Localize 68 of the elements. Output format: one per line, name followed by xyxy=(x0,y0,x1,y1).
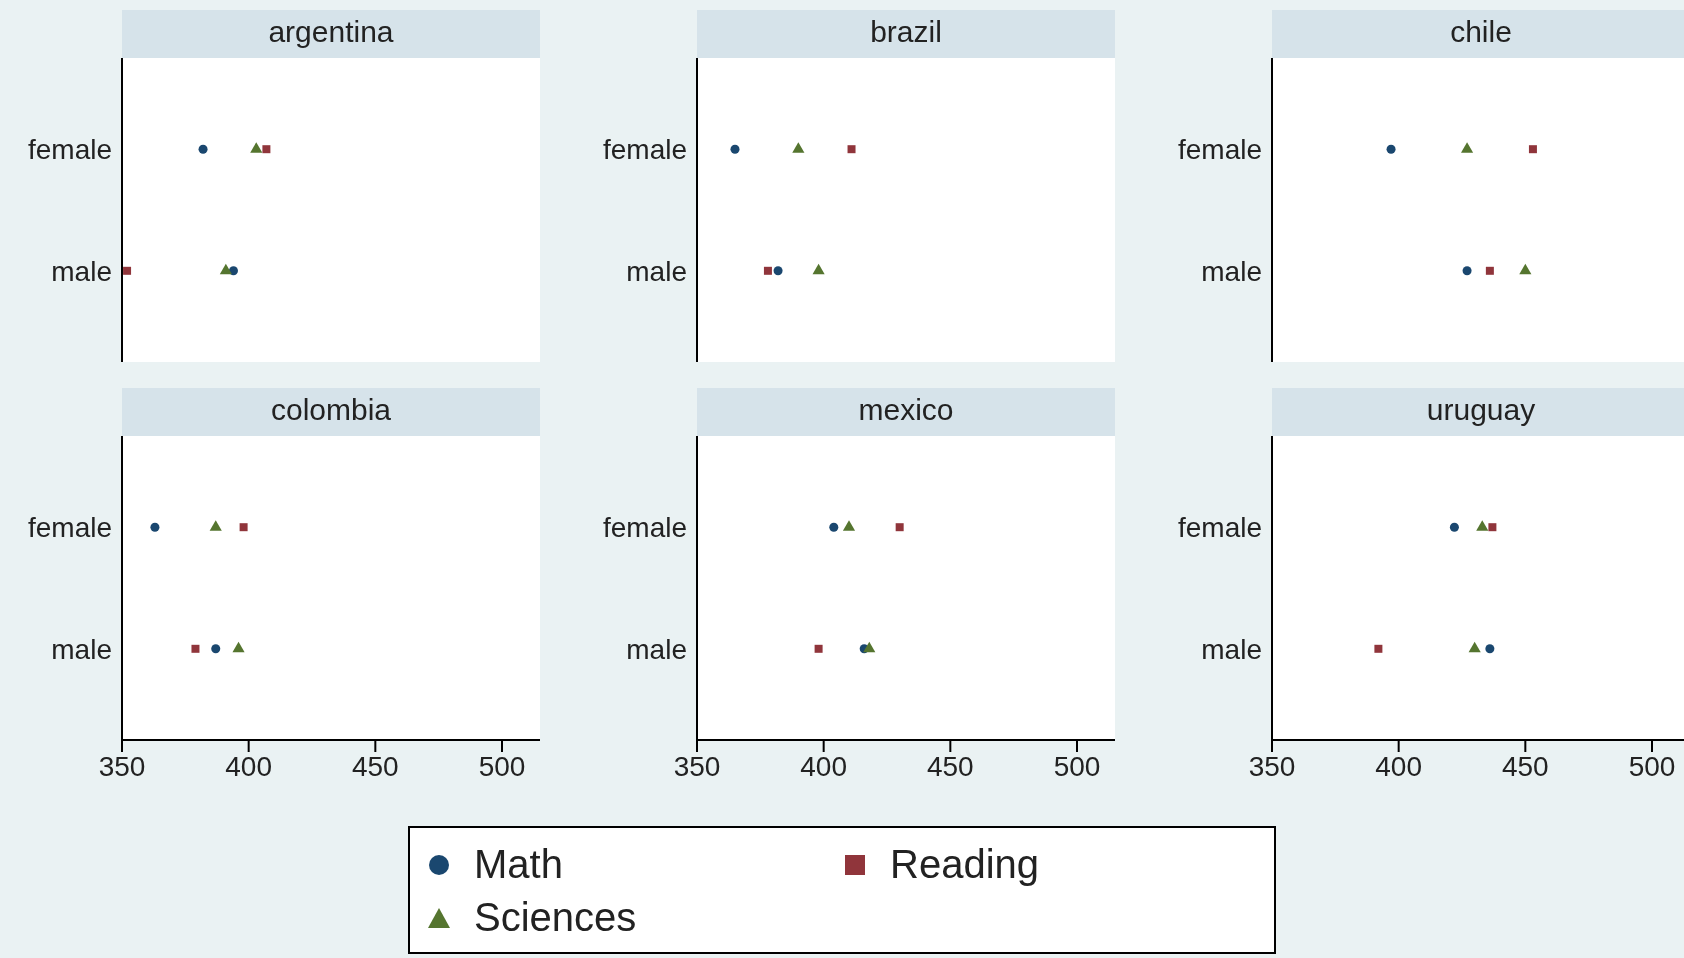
point xyxy=(150,522,160,532)
point xyxy=(814,644,823,653)
x-tick-label: 350 xyxy=(673,750,721,782)
point xyxy=(1460,142,1474,153)
y-tick-label: female xyxy=(1177,134,1262,166)
x-tick-label: 400 xyxy=(800,750,848,782)
point xyxy=(219,263,232,275)
point xyxy=(863,641,876,653)
x-tick-label: 450 xyxy=(1501,750,1549,782)
x-tick-label: 450 xyxy=(351,750,399,782)
y-tick-label: male xyxy=(626,633,687,665)
y-tick-label: female xyxy=(602,512,687,544)
point xyxy=(1485,266,1494,275)
point xyxy=(792,142,805,153)
y-tick-label: male xyxy=(1201,633,1262,665)
legend-label: Sciences xyxy=(474,895,637,940)
y-tick-label: female xyxy=(602,134,687,166)
x-tick-label: 500 xyxy=(478,750,526,782)
point xyxy=(1449,522,1459,532)
chart-title: colombia xyxy=(122,388,540,436)
point xyxy=(1519,263,1532,275)
point xyxy=(239,523,248,532)
x-tick-label: 350 xyxy=(1248,750,1296,782)
point xyxy=(1374,644,1383,653)
legend-label: Reading xyxy=(890,842,1040,887)
point xyxy=(1462,266,1472,276)
point xyxy=(1386,144,1396,154)
chart-title: mexico xyxy=(697,388,1115,436)
y-tick-label: female xyxy=(27,512,112,544)
point xyxy=(1528,145,1537,154)
point xyxy=(1488,523,1497,532)
x-tick-label: 450 xyxy=(926,750,974,782)
point xyxy=(232,641,245,653)
point xyxy=(191,644,200,653)
point xyxy=(198,144,208,154)
x-tick-label: 500 xyxy=(1053,750,1101,782)
point xyxy=(211,644,221,654)
x-tick-label: 500 xyxy=(1628,750,1676,782)
y-tick-label: female xyxy=(27,134,112,166)
point xyxy=(228,266,238,276)
legend-label: Math xyxy=(474,842,563,887)
point xyxy=(123,266,132,275)
point xyxy=(842,520,856,531)
chart-title: brazil xyxy=(697,10,1115,58)
y-tick-label: male xyxy=(51,633,112,665)
y-tick-label: female xyxy=(1177,512,1262,544)
y-tick-label: male xyxy=(1201,255,1262,287)
point xyxy=(895,523,904,532)
x-tick-label: 350 xyxy=(98,750,146,782)
chart-title: argentina xyxy=(122,10,540,58)
point xyxy=(730,144,740,154)
point xyxy=(773,266,783,276)
point xyxy=(1485,644,1495,654)
x-tick-label: 400 xyxy=(225,750,273,782)
y-tick-label: male xyxy=(626,255,687,287)
chart-title: uruguay xyxy=(1272,388,1684,436)
point xyxy=(1476,520,1489,531)
point xyxy=(209,520,222,531)
y-tick-label: male xyxy=(51,255,112,287)
point xyxy=(1468,641,1481,653)
point xyxy=(763,266,772,275)
x-tick-label: 400 xyxy=(1375,750,1423,782)
point xyxy=(847,145,856,154)
point xyxy=(250,142,263,153)
point xyxy=(829,522,839,532)
point xyxy=(262,145,271,154)
point xyxy=(812,263,825,275)
chart-title: chile xyxy=(1272,10,1684,58)
